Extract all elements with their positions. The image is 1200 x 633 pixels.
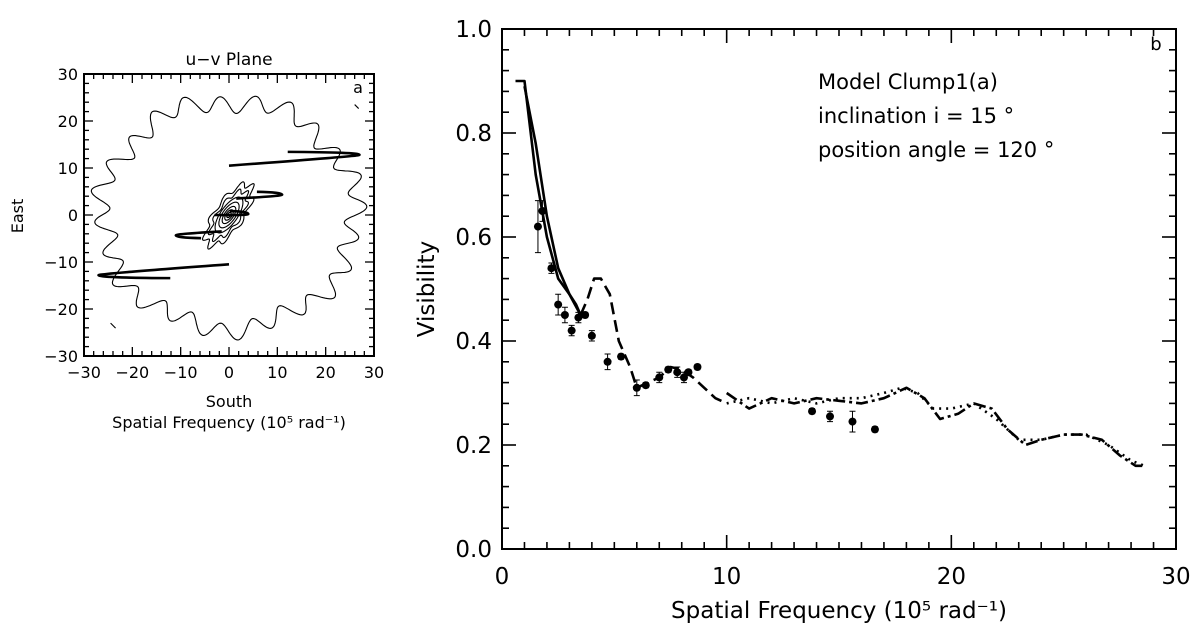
visibility-x-tick-label: 30 [1161,564,1190,590]
uv-corner-mark [110,104,360,329]
visibility-y-tick-label: 0.8 [455,121,492,147]
data-point [664,365,673,374]
data-point [554,300,563,309]
visibility-y-label: Visibility [414,241,440,337]
data-point [587,331,596,340]
uv-plane-title: u−v Plane [185,50,272,70]
uv-panel-label: a [353,78,363,97]
uv-x-tick-label: −30 [67,363,101,382]
visibility-ticks [501,28,1177,550]
model-curve-dash-dot [725,386,1145,468]
data-point [538,207,547,215]
uv-x-tick-label: 10 [267,363,287,382]
visibility-x-tick-label: 20 [937,564,966,590]
visibility-y-tick-labels: 0.0 0.2 0.4 0.6 0.8 1.0 [455,17,492,563]
data-point [533,222,542,231]
visibility-y-tick-label: 1.0 [455,17,492,43]
uv-tracks [97,150,361,280]
visibility-y-tick-label: 0.4 [455,329,492,355]
uv-x-tick-label: 30 [364,363,384,382]
data-point [641,381,650,390]
uv-y-tick-label: −30 [44,347,78,366]
model-curve-dashed [579,277,728,405]
visibility-x-tick-label: 0 [495,564,510,590]
data-point [581,311,590,319]
data-point [567,326,576,335]
model-curve-solid [515,79,582,316]
uv-track [236,190,284,200]
data-point [870,425,879,434]
data-point [808,407,817,416]
uv-track [174,230,222,240]
uv-inner-contour [221,205,237,225]
annotation-model: Model Clump1(a) [818,70,998,94]
visibility-x-tick-labels: 0 10 20 30 [495,564,1191,590]
uv-inner-contour [201,181,255,250]
visibility-panel: b 0 10 20 30 0.0 0.2 0.4 0.6 0.8 1.0 Model Clump… [414,17,1191,624]
data-point [617,352,626,361]
model-curve-solid [523,85,582,316]
visibility-points [533,200,879,434]
uv-x-tick-label: 0 [224,363,234,382]
uv-x-tick-labels: −30 −20 −10 0 10 20 30 [67,363,384,382]
visibility-x-label: Spatial Frequency (10⁵ rad⁻¹) [671,598,1007,624]
data-point [560,311,569,319]
visibility-y-tick-label: 0.0 [455,537,492,563]
uv-x-tick-label: −10 [164,363,198,382]
uv-track [97,263,230,280]
data-point [673,368,682,377]
uv-contours [90,95,368,341]
uv-outer-contour [90,95,368,341]
data-point [547,264,556,273]
uv-x-label: South [206,392,253,411]
data-point [684,368,693,377]
uv-ticks [83,73,375,357]
annotation-inclination: inclination i = 15 ° [818,104,1014,128]
data-point [826,412,835,421]
visibility-panel-label: b [1150,34,1161,55]
data-point [603,357,612,366]
model-curve-dotted [726,386,1145,468]
uv-y-tick-label: −20 [44,300,78,319]
annotation-position-angle: position angle = 120 ° [818,138,1054,162]
uv-x-tick-label: 20 [315,363,335,382]
uv-y-tick-label: 20 [58,112,78,131]
uv-y-tick-label: 10 [58,159,78,178]
uv-plane-panel: u−v Plane a −30 −20 −10 0 10 20 30 −30 −20 −10 0 1… [8,50,384,432]
uv-x-label-2: Spatial Frequency (10⁵ rad⁻¹) [112,413,346,432]
data-point [574,313,583,322]
uv-y-tick-label: 30 [58,65,78,84]
data-point [632,383,641,392]
uv-y-tick-label: 0 [68,206,78,225]
uv-track [228,150,361,167]
uv-y-tick-label: −10 [44,253,78,272]
visibility-x-tick-label: 10 [712,564,741,590]
uv-track [214,209,250,217]
uv-y-label: East [8,199,27,234]
uv-x-tick-label: −20 [115,363,149,382]
uv-y-tick-labels: −30 −20 −10 0 10 20 30 [44,65,78,366]
visibility-y-tick-label: 0.6 [455,225,492,251]
data-point [848,417,857,426]
uv-inner-contour [207,188,250,243]
data-point [655,373,664,382]
data-point [679,373,688,382]
data-point [693,363,702,371]
visibility-y-tick-label: 0.2 [455,433,492,459]
